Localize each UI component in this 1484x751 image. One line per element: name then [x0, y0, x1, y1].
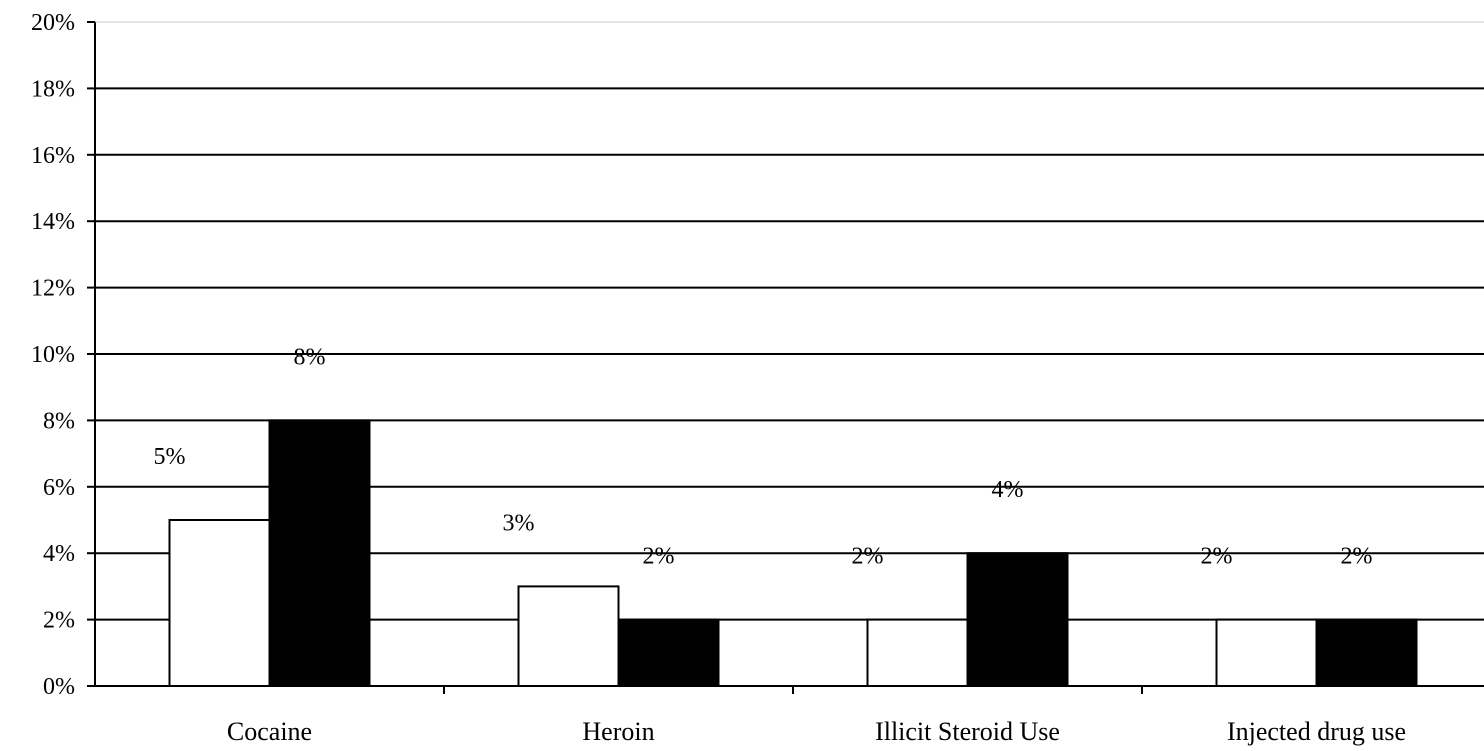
bar	[866, 618, 969, 687]
y-tick-label: 4%	[43, 541, 75, 567]
category-label: Heroin	[582, 717, 654, 746]
bar	[617, 618, 720, 687]
data-label: 3%	[503, 510, 535, 536]
data-label: 2%	[643, 544, 675, 570]
y-tick-label: 16%	[31, 143, 75, 169]
data-label: 8%	[294, 344, 326, 370]
y-tick-label: 0%	[43, 674, 75, 700]
data-label: 2%	[1201, 544, 1233, 570]
bar	[517, 585, 620, 688]
bar	[168, 519, 271, 687]
bar	[268, 419, 371, 687]
labels: 0% 2% 4% 6% 8% 10% 12% 14% 16% 18% 20% 5% 8% Cocaine 3…	[31, 10, 1406, 746]
data-label: 2%	[852, 544, 884, 570]
category-label: Injected drug use	[1227, 717, 1406, 746]
y-tick-label: 10%	[31, 342, 75, 368]
data-label: 4%	[992, 477, 1024, 503]
bar	[1215, 618, 1318, 687]
y-tick-label: 12%	[31, 276, 75, 302]
category-label: Cocaine	[227, 717, 312, 746]
data-label: 2%	[1341, 544, 1373, 570]
data-label: 5%	[154, 444, 186, 470]
y-tick-label: 8%	[43, 408, 75, 434]
category-label: Illicit Steroid Use	[875, 717, 1060, 746]
y-tick-label: 2%	[43, 608, 75, 634]
y-tick-label: 20%	[31, 10, 75, 36]
bar	[966, 552, 1069, 688]
y-tick-label: 6%	[43, 475, 75, 501]
axes	[87, 21, 1484, 694]
bar	[1315, 618, 1418, 687]
y-tick-label: 14%	[31, 209, 75, 235]
y-tick-label: 18%	[31, 76, 75, 102]
